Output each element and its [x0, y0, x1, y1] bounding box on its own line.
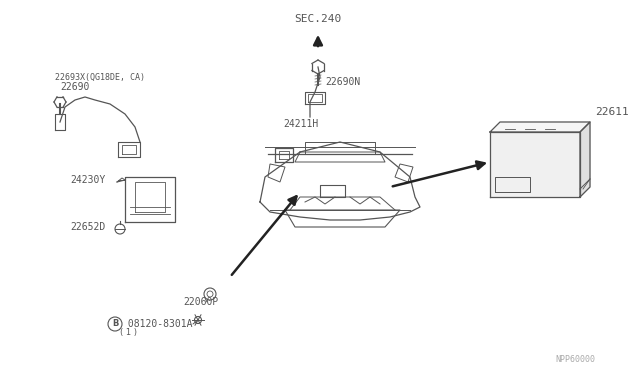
- Text: SEC.240: SEC.240: [294, 14, 342, 24]
- Text: NPP60000: NPP60000: [555, 355, 595, 364]
- Text: 22690: 22690: [60, 82, 90, 92]
- Text: ( 1 ): ( 1 ): [120, 327, 137, 337]
- Text: 22652D: 22652D: [70, 222, 105, 232]
- Text: 22693X(QG18DE, CA): 22693X(QG18DE, CA): [55, 73, 145, 81]
- Text: 08120-8301A: 08120-8301A: [122, 319, 193, 329]
- Text: 22611: 22611: [595, 107, 628, 117]
- Polygon shape: [580, 122, 590, 197]
- Text: 22060P: 22060P: [183, 297, 218, 307]
- Text: B: B: [112, 320, 118, 328]
- Text: 24211H: 24211H: [283, 119, 318, 129]
- Polygon shape: [490, 122, 590, 132]
- Text: 22690N: 22690N: [325, 77, 360, 87]
- Text: 24230Y: 24230Y: [70, 175, 105, 185]
- Polygon shape: [490, 132, 580, 197]
